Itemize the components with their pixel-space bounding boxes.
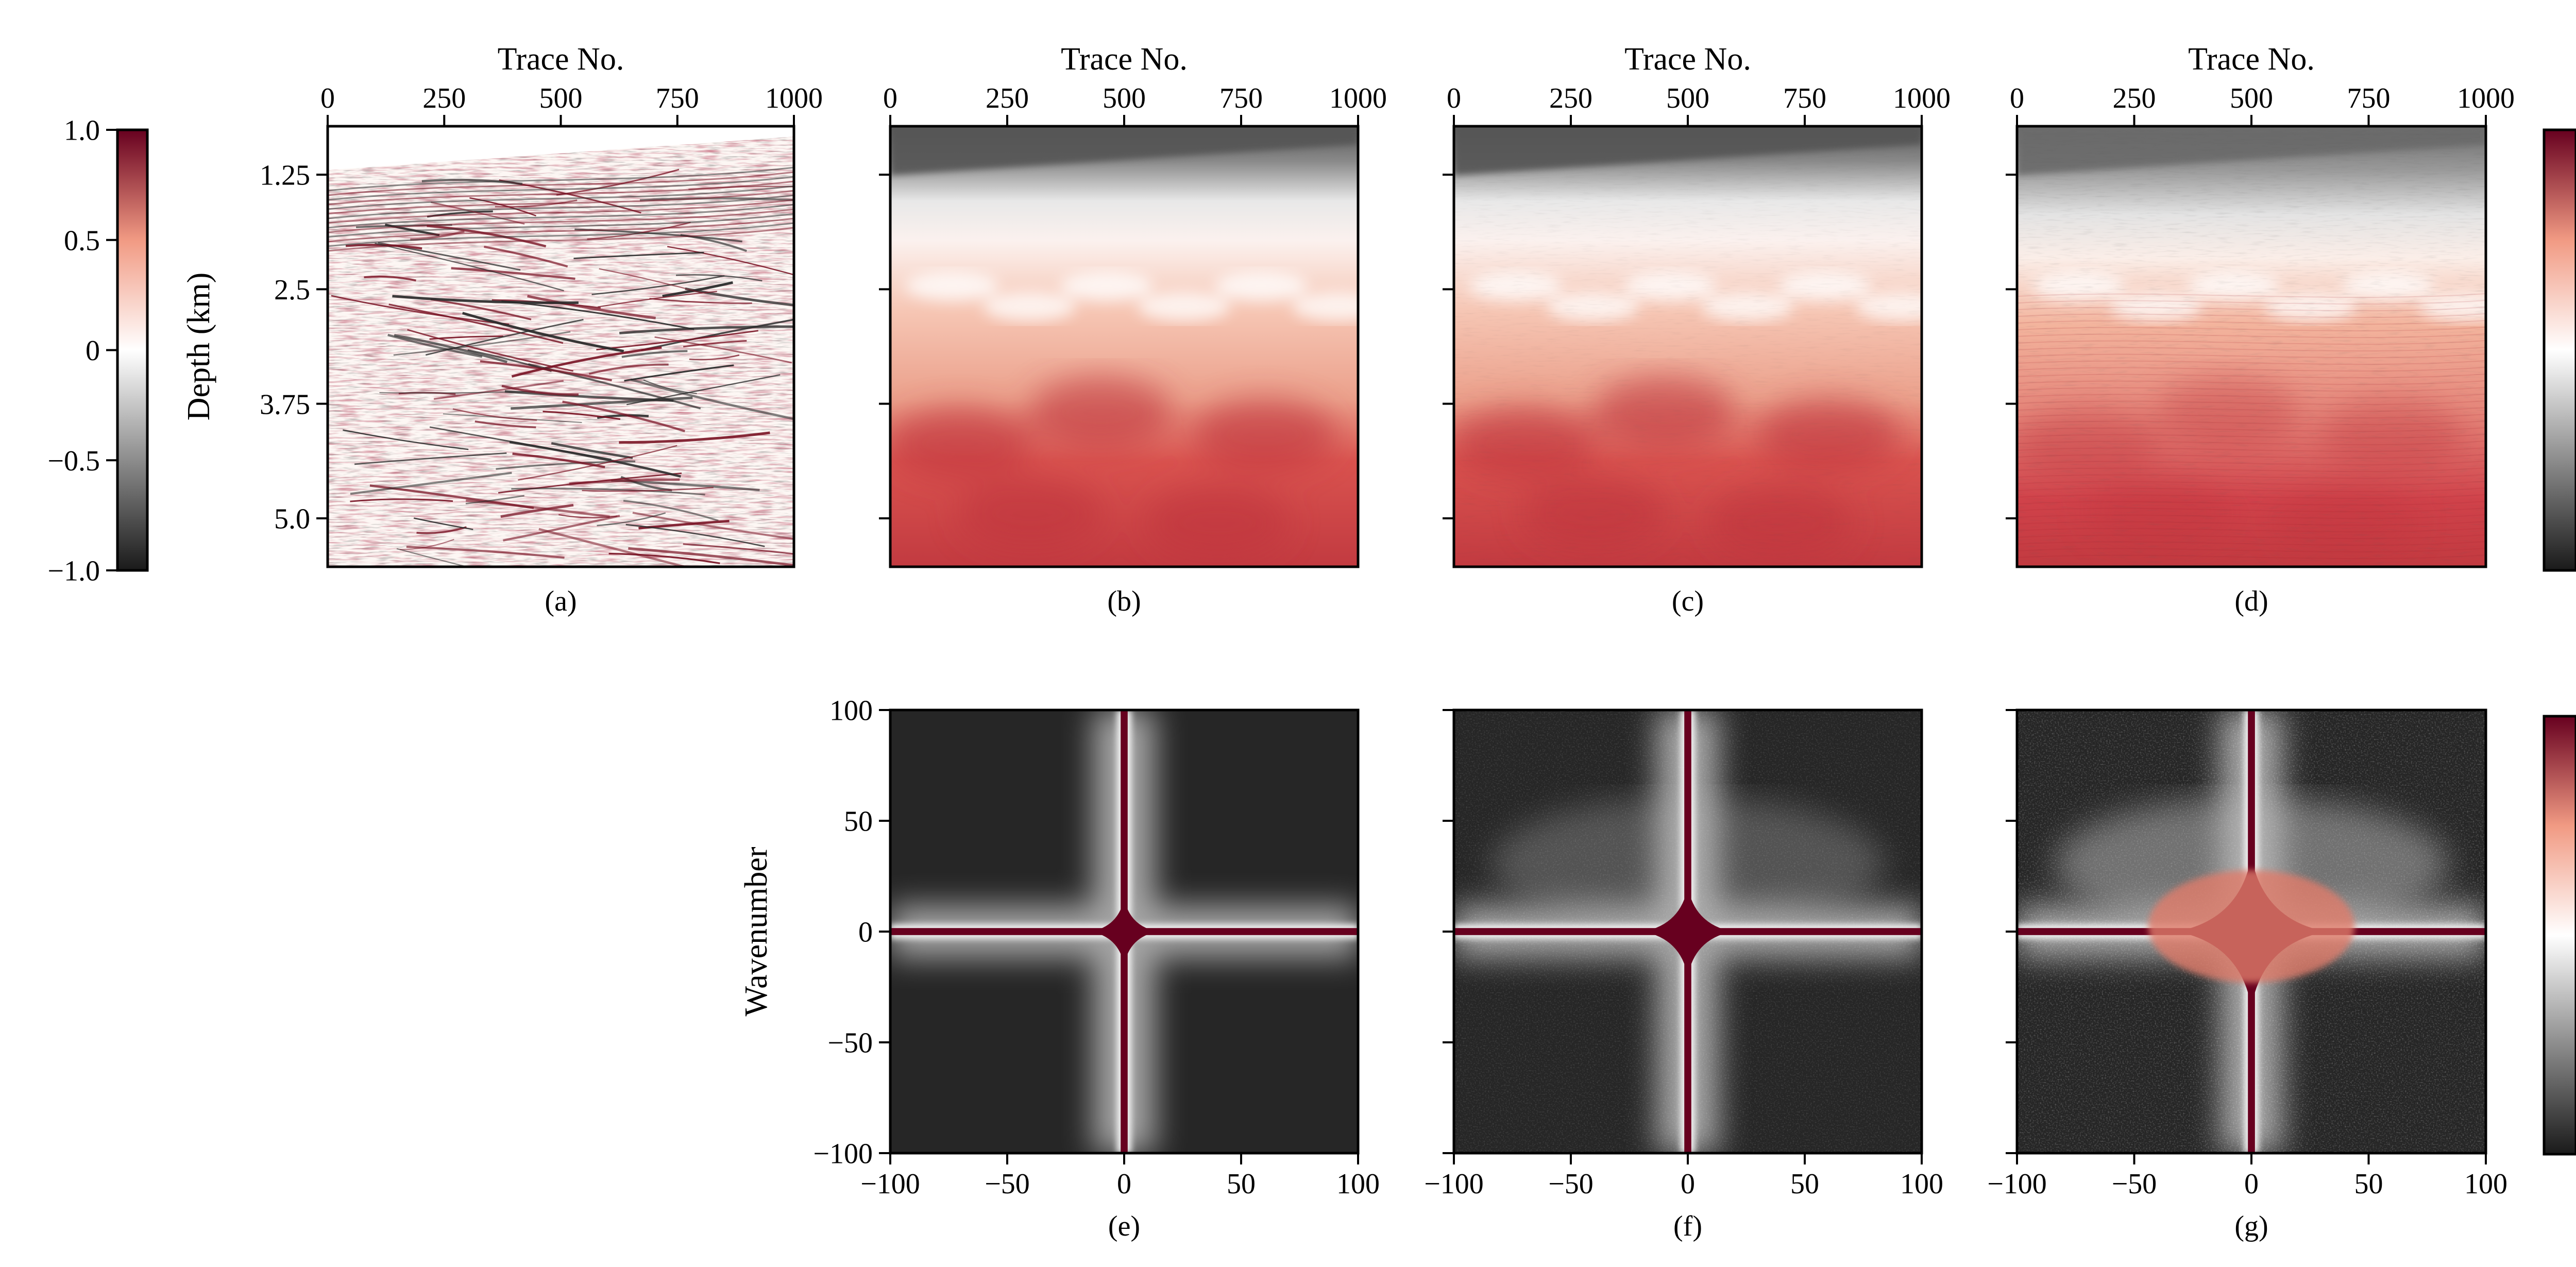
y-tick-label: 5.0 [274, 503, 310, 535]
y-tick-label: 100 [829, 695, 873, 727]
x-tick-label: 250 [1549, 82, 1592, 114]
panel-caption: (c) [1672, 585, 1704, 617]
x-tick-label: −50 [1548, 1168, 1594, 1200]
y-tick-label: −100 [813, 1138, 873, 1170]
x-tick-label: 0 [2244, 1168, 2259, 1200]
velocity-image [2017, 126, 2486, 567]
x-axis-label: Trace No. [498, 42, 624, 77]
panel-caption: (b) [1107, 585, 1141, 617]
velocity-image [1454, 126, 1922, 567]
panel-caption: (g) [2234, 1210, 2268, 1242]
x-tick-label: 0 [883, 82, 897, 114]
x-tick-label: 1000 [1893, 82, 1951, 114]
x-tick-label: 250 [986, 82, 1029, 114]
x-tick-label: 750 [1219, 82, 1263, 114]
panel-caption: (e) [1108, 1210, 1140, 1242]
y-axis-label: Depth (km) [181, 273, 216, 421]
x-tick-label: 50 [1227, 1168, 1256, 1200]
x-axis-label: Trace No. [1624, 42, 1751, 77]
x-tick-label: 100 [2464, 1168, 2507, 1200]
x-tick-label: −100 [1424, 1168, 1484, 1200]
spectrum-colorbar-bar [2543, 715, 2576, 1156]
x-tick-label: 500 [539, 82, 583, 114]
colorbar-tick-label: 0.5 [64, 225, 100, 257]
x-tick-label: 50 [2354, 1168, 2383, 1200]
x-tick-label: 50 [1790, 1168, 1819, 1200]
x-tick-label: 1000 [2457, 82, 2515, 114]
y-tick-label: 50 [844, 806, 873, 838]
x-tick-label: 0 [1117, 1168, 1131, 1200]
colorbar-tick-label: −1.0 [47, 555, 100, 587]
x-tick-label: 250 [422, 82, 466, 114]
panel-caption: (f) [1673, 1210, 1702, 1242]
panel-b: 0 250 500 750 1000 Trace No. (b) [879, 42, 1387, 617]
spectrum-image [890, 710, 1358, 1153]
x-tick-label: 1000 [765, 82, 823, 114]
y-tick-label: 3.75 [260, 388, 310, 420]
x-tick-label: 100 [1900, 1168, 1943, 1200]
spectrum-colorbar: 1.00.50.0−0.5−1.0 [2543, 715, 2576, 1156]
x-tick-label: −100 [860, 1168, 920, 1200]
x-tick-label: 0 [1447, 82, 1461, 114]
panel-e: −100 −50 0 50 100 100 50 0 −50 −100 Wavenumber (e) [739, 695, 1380, 1242]
spectrum-image [2017, 710, 2486, 1153]
seismic-image [328, 126, 794, 567]
x-tick-label: 100 [1336, 1168, 1380, 1200]
x-tick-label: −100 [1987, 1168, 2047, 1200]
panel-f: −100 −50 0 50 100 (f) [1424, 708, 1943, 1242]
x-axis-label: Trace No. [1061, 42, 1188, 77]
colorbar-tick-label: −0.5 [47, 445, 100, 477]
x-tick-label: 1000 [1329, 82, 1387, 114]
velocity-colorbar: 50004000300020001000 [2543, 128, 2576, 572]
velocity-colorbar-bar [2543, 128, 2576, 572]
colorbar-tick-label: 1.0 [64, 115, 100, 147]
y-tick-label: 2.5 [274, 274, 310, 306]
x-tick-label: −50 [2112, 1168, 2157, 1200]
y-tick-label: 0 [858, 917, 873, 949]
y-tick-label: −50 [827, 1027, 873, 1059]
y-axis-label: Wavenumber [739, 847, 774, 1016]
x-tick-label: 750 [656, 82, 699, 114]
x-tick-label: 500 [2230, 82, 2273, 114]
x-tick-label: 0 [320, 82, 335, 114]
x-tick-label: 500 [1103, 82, 1146, 114]
panel-caption: (a) [545, 585, 577, 617]
x-tick-label: 0 [2010, 82, 2024, 114]
panel-caption: (d) [2234, 585, 2268, 617]
x-tick-label: 250 [2113, 82, 2156, 114]
x-tick-label: 750 [1783, 82, 1826, 114]
velocity-image [890, 126, 1358, 567]
x-axis-label: Trace No. [2188, 42, 2315, 77]
x-tick-label: 500 [1666, 82, 1709, 114]
y-tick-label: 1.25 [260, 160, 310, 192]
amplitude-colorbar-bar [116, 128, 149, 572]
panel-a: 0 250 500 750 1000 Trace No. 1.25 2.5 3.75 5.0 Dep… [181, 42, 823, 617]
x-tick-label: 0 [1681, 1168, 1695, 1200]
x-tick-label: 750 [2347, 82, 2391, 114]
spectrum-image [1454, 710, 1922, 1153]
amplitude-colorbar: 1.0 0.5 0 −0.5 −1.0 [47, 115, 149, 587]
colorbar-tick-label: 0 [86, 335, 100, 367]
panel-c: 0 250 500 750 1000 Trace No. (c) [1443, 42, 1951, 617]
panel-g: −100 −50 0 50 100 (g) [1987, 708, 2507, 1242]
panel-d: 0 250 500 750 1000 Trace No. (d) [2006, 42, 2515, 617]
x-tick-label: −50 [985, 1168, 1030, 1200]
